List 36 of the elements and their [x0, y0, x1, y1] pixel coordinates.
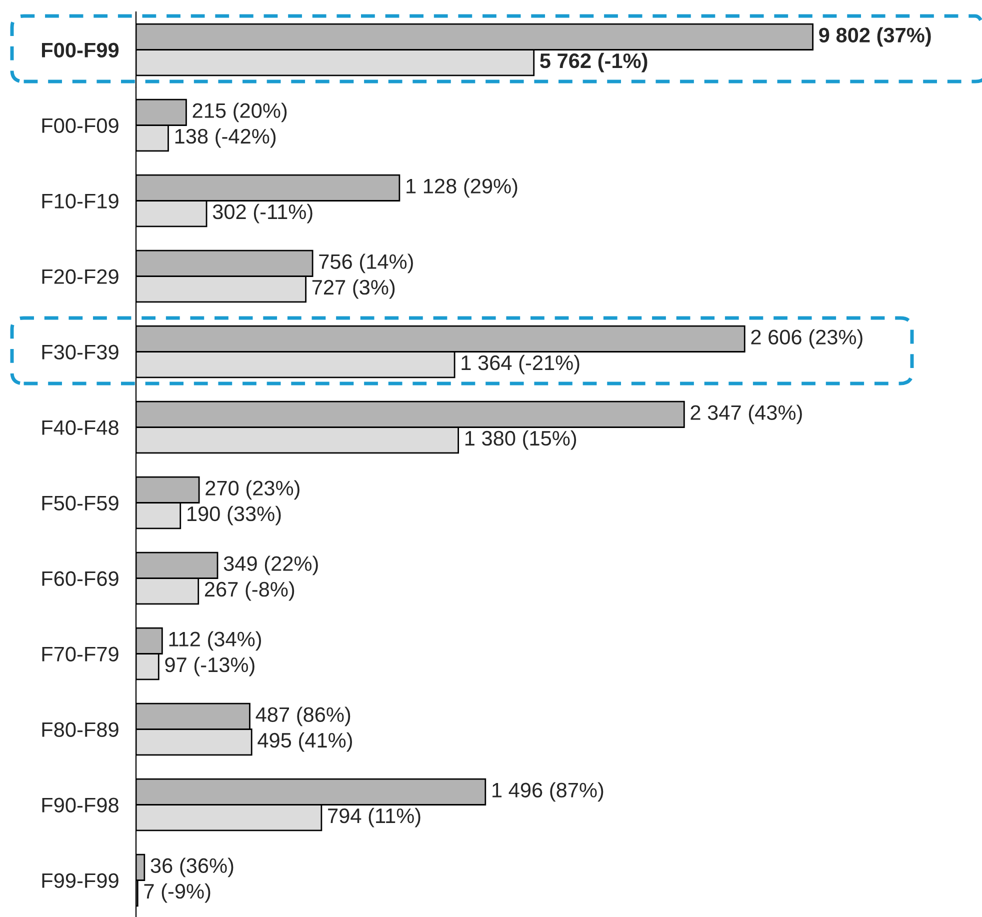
data-label: 1 496 (87%) [492, 782, 604, 802]
data-label: 1 380 (15%) [465, 430, 576, 450]
y-tick-label: F70-F79 [42, 646, 118, 662]
data-label: 349 (22%) [224, 556, 318, 576]
data-label: 302 (-11%) [212, 204, 312, 224]
data-label: 215 (20%) [192, 102, 287, 122]
data-label: 1 128 (29%) [406, 178, 518, 198]
data-label: 36 (36%) [150, 858, 234, 878]
y-tick-label: F00-F99 [42, 42, 119, 58]
data-label: 112 (34%) [169, 631, 262, 651]
y-tick-label: F99-F99 [42, 873, 118, 888]
y-tick-label: F90-F98 [42, 798, 118, 813]
data-label: 756 (14%) [319, 254, 413, 274]
data-label: 190 (33%) [188, 506, 281, 526]
data-label: 487 (86%) [256, 706, 350, 726]
data-label: 7 (-9%) [144, 883, 210, 903]
data-label: 727 (3%) [312, 279, 395, 299]
data-label: 9 802 (37%) [819, 27, 931, 47]
y-tick-label: F10-F19 [42, 194, 118, 209]
data-label: 794 (11%) [328, 808, 420, 828]
y-tick-label: F50-F59 [42, 496, 118, 511]
data-label: 267 (-8%) [204, 581, 294, 601]
data-label: 270 (23%) [206, 480, 300, 500]
data-label: 2 347 (43%) [690, 404, 802, 424]
y-tick-label: F30-F39 [42, 344, 118, 360]
data-label: 97 (-13%) [165, 656, 254, 676]
data-label: 2 606 (23%) [751, 329, 862, 349]
y-tick-label: F00-F09 [42, 118, 118, 134]
data-label: 495 (41%) [258, 732, 352, 752]
data-label: 138 (-42%) [175, 128, 276, 148]
y-tick-label: F40-F48 [42, 420, 118, 436]
y-tick-label: F60-F69 [42, 571, 118, 586]
data-label: 5 762 (-1%) [540, 52, 648, 72]
y-tick-label: F80-F89 [42, 722, 118, 738]
data-label: 1 364 (-21%) [462, 354, 580, 374]
y-tick-label: F20-F29 [42, 269, 118, 284]
